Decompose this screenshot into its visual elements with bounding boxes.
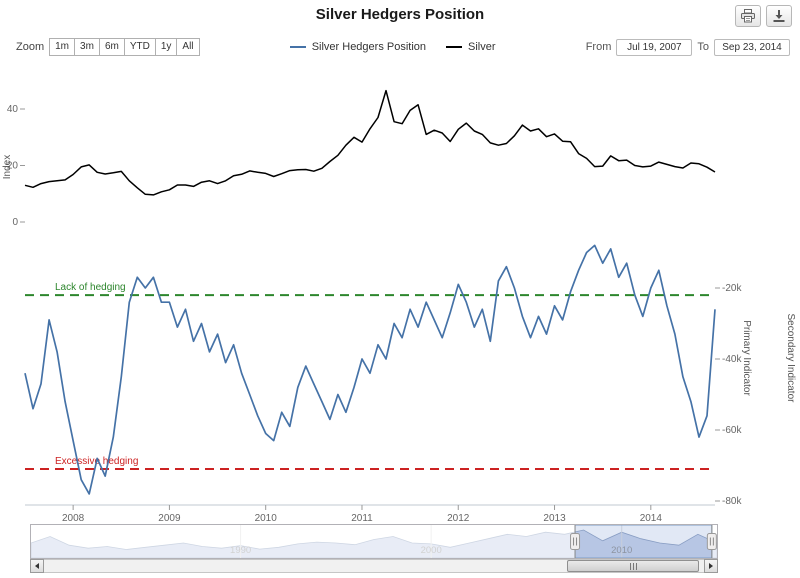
from-date-input[interactable] (616, 38, 693, 56)
hedgers-position-line (24, 244, 716, 495)
from-label: From (585, 41, 612, 53)
right-triangle-icon (709, 563, 713, 569)
range-selector: From To (585, 38, 790, 56)
x-axis-year-label: 2013 (543, 513, 566, 524)
x-axis-year-label: 2008 (62, 513, 85, 524)
x-axis-year-label: 2010 (255, 513, 278, 524)
zoom-button-3m[interactable]: 3m (74, 38, 100, 56)
export-toolbar (735, 5, 792, 27)
scrollbar-thumb[interactable] (567, 560, 699, 572)
to-date-input[interactable] (714, 38, 790, 56)
y-axis-tick-label: 0 (12, 217, 18, 228)
scrollbar-left-arrow[interactable] (30, 559, 44, 573)
x-axis-year-label: 2012 (447, 513, 470, 524)
download-button[interactable] (766, 5, 792, 27)
zoom-button-6m[interactable]: 6m (98, 38, 125, 56)
x-axis-year-label: 2009 (158, 513, 181, 524)
zoom-button-all[interactable]: All (176, 38, 200, 56)
y-axis-tick-label: -80k (722, 496, 742, 507)
plot-line-label: Lack of hedging (55, 282, 126, 293)
legend: Silver Hedgers Position Silver (200, 41, 586, 53)
navigator-year-label: 2010 (611, 545, 632, 556)
x-axis-year-label: 2014 (640, 513, 663, 524)
navigator-handle-right[interactable] (706, 533, 717, 550)
left-triangle-icon (35, 563, 39, 569)
to-label: To (697, 41, 709, 53)
legend-label: Silver (468, 41, 496, 53)
scrollbar-track[interactable] (44, 559, 704, 573)
legend-label: Silver Hedgers Position (311, 41, 427, 53)
silver-price-line (24, 89, 716, 196)
x-axis-year-label: 2011 (351, 513, 373, 524)
scrollbar[interactable] (30, 559, 718, 573)
zoom-label: Zoom (16, 41, 45, 53)
page-title: Silver Hedgers Position (315, 6, 485, 23)
zoom-buttons: 1m 3m 6m YTD 1y All (49, 38, 200, 56)
scrollbar-right-arrow[interactable] (704, 559, 718, 573)
thumb-grip-icon (632, 562, 634, 570)
thumb-grip-icon (629, 562, 631, 570)
zoom-button-ytd[interactable]: YTD (123, 38, 156, 56)
zoom-button-1m[interactable]: 1m (49, 38, 76, 56)
download-icon (773, 10, 785, 22)
legend-swatch (446, 46, 463, 48)
y-axis-tick-label: -40k (722, 354, 742, 365)
secondary-indicator-axis-title: Secondary Indicator (785, 314, 796, 404)
chart-toolbar: Zoom 1m 3m 6m YTD 1y All Silver Hedgers Posit… (0, 36, 800, 58)
navigator-selection[interactable] (574, 525, 713, 558)
zoom-group: Zoom 1m 3m 6m YTD 1y All (16, 38, 200, 56)
index-axis-title: Index (2, 155, 13, 179)
y-axis-tick-label: 20 (7, 161, 19, 172)
navigator-handle-left[interactable] (570, 533, 581, 550)
navigator-mask-left (31, 525, 576, 558)
navigator-frame: 199020002010 (30, 524, 718, 559)
legend-item[interactable]: Silver (446, 41, 496, 53)
thumb-grip-icon (635, 562, 637, 570)
y-axis-tick-label: 40 (7, 104, 19, 115)
zoom-button-1y[interactable]: 1y (154, 38, 178, 56)
legend-item[interactable]: Silver Hedgers Position (289, 41, 427, 53)
y-axis-tick-label: -20k (722, 283, 742, 294)
print-button[interactable] (735, 5, 761, 27)
navigator[interactable]: 199020002010 (31, 525, 717, 558)
primary-indicator-axis-title: Primary Indicator (741, 320, 752, 396)
legend-swatch (289, 46, 306, 48)
printer-icon (741, 9, 755, 23)
y-axis-tick-label: -60k (722, 425, 742, 436)
